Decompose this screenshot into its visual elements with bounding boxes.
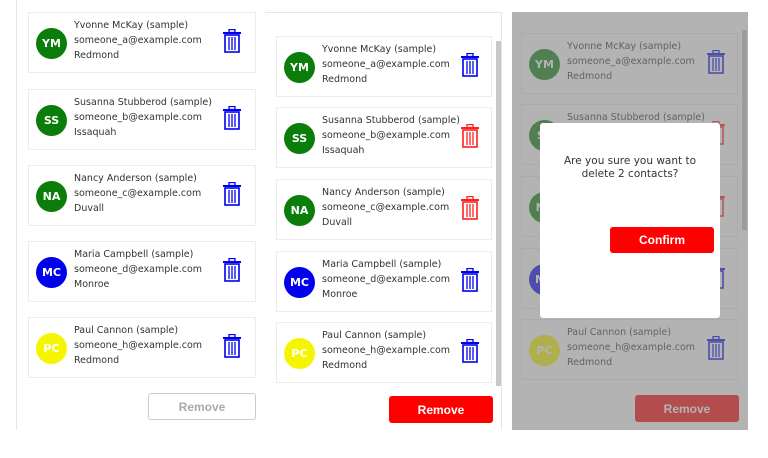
contact-city: Redmond — [74, 50, 120, 61]
contact-email: someone_b@example.com — [74, 112, 203, 123]
contact-email: someone_c@example.com — [74, 188, 202, 199]
contact-city: Redmond — [74, 355, 120, 366]
contact-name: Susanna Stubberod (sample) — [74, 97, 212, 108]
contact-email: someone_d@example.com — [74, 264, 203, 275]
contact-city: Issaquah — [322, 145, 365, 156]
contact-card[interactable]: PC Paul Cannon (sample) someone_h@example… — [276, 322, 492, 383]
contact-card[interactable]: MC Maria Campbell (sample) someone_d@exam… — [28, 241, 256, 302]
contact-card[interactable]: YM Yvonne McKay (sample) someone_a@exampl… — [276, 36, 492, 97]
contact-email: someone_b@example.com — [322, 130, 451, 141]
contact-name: Paul Cannon (sample) — [74, 325, 179, 336]
contact-city: Redmond — [322, 360, 368, 371]
contact-city: Monroe — [74, 279, 110, 290]
scrollbar[interactable] — [496, 41, 501, 386]
dialog-message: Are you sure you want to delete 2 contac… — [563, 155, 696, 180]
avatar: YM — [36, 28, 67, 59]
contact-name: Yvonne McKay (sample) — [74, 20, 189, 31]
contact-list-panel-3: YM Yvonne McKay (sample)someone_a@exampl… — [512, 12, 748, 430]
trash-icon[interactable] — [460, 267, 480, 292]
contact-list-panel-2: YM Yvonne McKay (sample) someone_a@exampl… — [265, 12, 502, 430]
contact-card[interactable]: SS Susanna Stubberod (sample) someone_b@e… — [28, 89, 256, 150]
contact-city: Duvall — [74, 203, 105, 214]
contact-card[interactable]: MC Maria Campbell (sample) someone_d@exam… — [276, 251, 492, 312]
contact-email: someone_a@example.com — [74, 35, 202, 46]
contact-name: Maria Campbell (sample) — [322, 259, 442, 270]
avatar: NA — [284, 195, 315, 226]
avatar: NA — [36, 181, 67, 212]
remove-button[interactable]: Remove — [389, 396, 493, 423]
contact-name: Yvonne McKay (sample) — [322, 44, 437, 55]
avatar: SS — [284, 123, 315, 154]
remove-button[interactable]: Remove — [148, 393, 256, 420]
trash-icon[interactable] — [222, 105, 242, 130]
avatar: YM — [284, 52, 315, 83]
contact-card[interactable]: NA Nancy Anderson (sample) someone_c@exam… — [28, 165, 256, 226]
confirm-button[interactable]: Confirm — [610, 227, 714, 253]
contact-card[interactable]: NA Nancy Anderson (sample) someone_c@exam… — [276, 179, 492, 240]
contact-card[interactable]: YM Yvonne McKay (sample) someone_a@exampl… — [28, 12, 256, 73]
trash-icon[interactable] — [222, 257, 242, 282]
contact-name: Maria Campbell (sample) — [74, 249, 194, 260]
contact-email: someone_d@example.com — [322, 274, 451, 285]
trash-icon[interactable] — [222, 333, 242, 358]
contact-city: Monroe — [322, 289, 358, 300]
contact-city: Issaquah — [74, 127, 117, 138]
contact-email: someone_h@example.com — [74, 340, 203, 351]
trash-icon[interactable] — [222, 28, 242, 53]
contact-list-panel-1: YM Yvonne McKay (sample) someone_a@exampl… — [16, 0, 256, 430]
avatar: PC — [36, 333, 67, 364]
trash-icon[interactable] — [222, 181, 242, 206]
contact-city: Redmond — [322, 74, 368, 85]
contact-name: Nancy Anderson (sample) — [74, 173, 197, 184]
contact-city: Duvall — [322, 217, 353, 228]
avatar: MC — [36, 257, 67, 288]
trash-icon[interactable] — [460, 338, 480, 363]
confirm-dialog: Are you sure you want to delete 2 contac… — [540, 123, 720, 318]
contact-email: someone_a@example.com — [322, 59, 450, 70]
contact-email: someone_c@example.com — [322, 202, 450, 213]
avatar: SS — [36, 105, 67, 136]
contact-card[interactable]: PC Paul Cannon (sample) someone_h@example… — [28, 317, 256, 378]
contact-card[interactable]: SS Susanna Stubberod (sample) someone_b@e… — [276, 107, 492, 168]
contact-name: Susanna Stubberod (sample) — [322, 115, 460, 126]
avatar: MC — [284, 267, 315, 298]
trash-icon[interactable] — [460, 52, 480, 77]
contact-name: Paul Cannon (sample) — [322, 330, 427, 341]
contact-email: someone_h@example.com — [322, 345, 451, 356]
contact-name: Nancy Anderson (sample) — [322, 187, 445, 198]
trash-icon[interactable] — [460, 123, 480, 148]
avatar: PC — [284, 338, 315, 369]
trash-icon[interactable] — [460, 195, 480, 220]
